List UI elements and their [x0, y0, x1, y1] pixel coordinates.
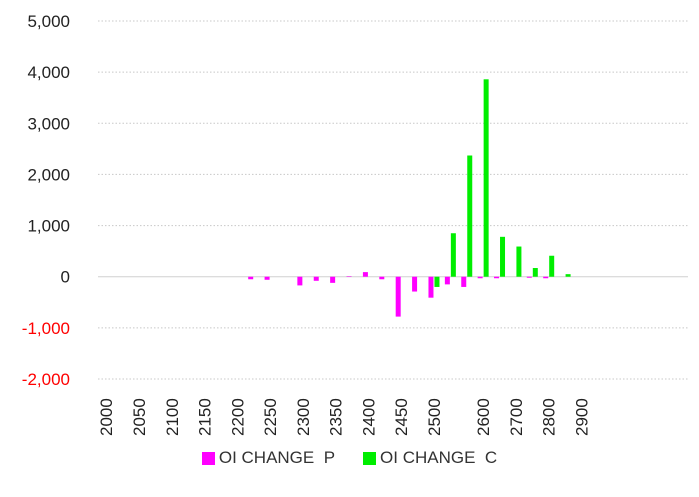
bar — [483, 79, 489, 277]
bar — [346, 276, 352, 277]
x-tick-label: 2050 — [130, 398, 149, 436]
x-tick-label: 2150 — [196, 398, 215, 436]
bar — [412, 276, 418, 292]
bar — [395, 276, 401, 317]
bar — [500, 236, 506, 277]
bar — [565, 274, 571, 277]
x-tick-label: 2900 — [572, 398, 591, 436]
x-tick-label: 2450 — [392, 398, 411, 436]
bar — [549, 255, 555, 277]
bar — [444, 276, 450, 285]
x-axis-ticks: 2000 2050 2100 2150 2200 2250 2300 2350 2400 2450… — [97, 398, 591, 436]
bar — [461, 276, 467, 287]
bar — [379, 276, 385, 280]
bar — [543, 276, 549, 279]
legend-swatch-p — [201, 451, 215, 465]
bar — [516, 246, 522, 277]
x-tick-label: 2400 — [359, 398, 378, 436]
x-tick-label: 2000 — [97, 398, 116, 436]
y-tick-label: -2,000 — [22, 370, 70, 389]
bar — [297, 276, 303, 286]
bar — [467, 155, 473, 277]
bar — [330, 276, 336, 283]
bar — [428, 276, 434, 298]
x-tick-label: 2200 — [228, 398, 247, 436]
y-tick-label: 5,000 — [27, 12, 70, 31]
legend-label-c: OI CHANGE C — [380, 448, 498, 467]
y-axis-ticks: 5,000 4,000 3,000 2,000 1,000 0 -1,000 -2,000 — [22, 12, 70, 389]
bar — [494, 276, 500, 279]
legend-item-p: OI CHANGE P — [201, 448, 336, 468]
bar — [477, 276, 483, 279]
legend-label-p: OI CHANGE P — [218, 448, 336, 467]
bar — [264, 276, 270, 280]
y-tick-label: 1,000 — [27, 217, 70, 236]
x-tick-label: 2250 — [261, 398, 280, 436]
y-tick-label: 3,000 — [27, 114, 70, 133]
legend-item-c: OI CHANGE C — [363, 448, 497, 468]
chart-area: 5,000 4,000 3,000 2,000 1,000 0 -1,000 -2,000 2… — [22, 12, 688, 436]
bars — [248, 79, 571, 317]
y-tick-label: 0 — [61, 268, 70, 287]
x-tick-label: 2100 — [163, 398, 182, 436]
bar — [248, 276, 254, 280]
bar — [526, 276, 532, 278]
y-tick-label: -1,000 — [22, 319, 70, 338]
x-tick-label: 2500 — [425, 398, 444, 436]
bar — [532, 268, 538, 277]
bar — [450, 233, 456, 277]
x-tick-label: 2800 — [540, 398, 559, 436]
x-tick-label: 2300 — [294, 398, 313, 436]
x-tick-label: 2350 — [327, 398, 346, 436]
x-tick-label: 2600 — [474, 398, 493, 436]
gridlines — [98, 20, 688, 380]
bar — [434, 276, 440, 287]
legend: OI CHANGE P OI CHANGE C — [0, 448, 699, 468]
y-tick-label: 2,000 — [27, 165, 70, 184]
bar — [313, 276, 319, 281]
bar — [362, 272, 368, 277]
y-tick-label: 4,000 — [27, 63, 70, 82]
x-tick-label: 2700 — [507, 398, 526, 436]
legend-swatch-c — [363, 451, 377, 465]
